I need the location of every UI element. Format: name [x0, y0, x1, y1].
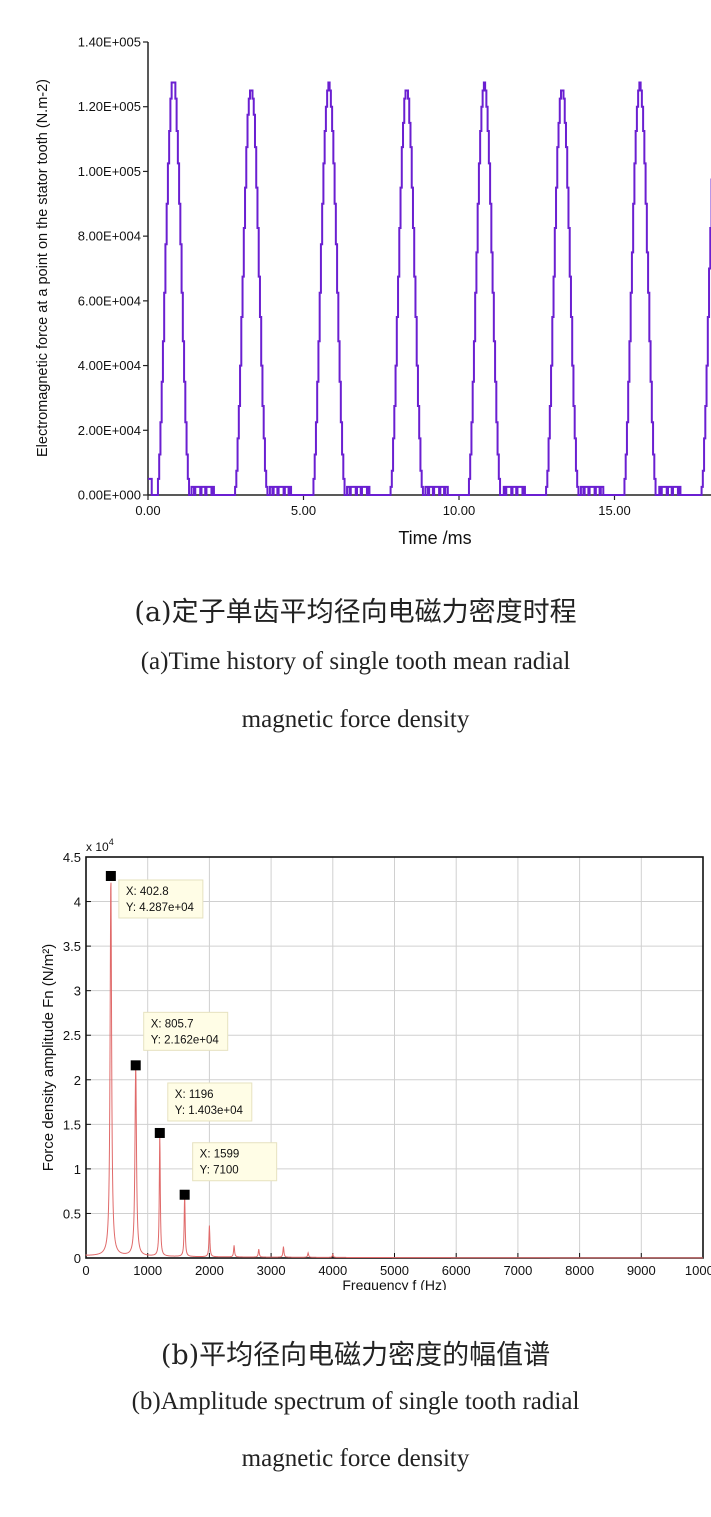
chart-a: 0.00E+000 2.00E+004 4.00E+004 6.00E+004 8.00… [0, 0, 711, 560]
x-tick-label: 6000 [442, 1263, 471, 1278]
y-tick-label: 1.40E+005 [78, 35, 141, 50]
datatip-marker [179, 1189, 190, 1200]
x-tick-label: 0.00 [135, 503, 160, 518]
caption-a-cn: (a)定子单齿平均径向电磁力密度时程 [134, 597, 577, 628]
y-tick-label: 2.5 [63, 1028, 81, 1043]
caption-b-en-line2: magnetic force density [241, 1445, 470, 1472]
datatip-background [143, 1011, 229, 1051]
y-tick-label: 1.00E+005 [78, 164, 141, 179]
y-tick-label: 2.00E+004 [78, 423, 141, 438]
datatip-x-label: X: 1599 [200, 1149, 240, 1161]
x-tick-label: 1000 [133, 1263, 162, 1278]
datatip-box: X: 402.8 Y: 4.287e+04 [118, 879, 204, 919]
datatip-x-label: X: 402.8 [126, 886, 169, 898]
y-tick-label: 4 [74, 895, 81, 910]
force-time-series [148, 81, 711, 496]
y-axis-label: Electromagnetic force at a point on the … [35, 79, 51, 457]
spectrum-series [85, 882, 703, 1259]
x-axis-label: Time /ms [398, 528, 471, 548]
x-tick-label: 15.00 [598, 503, 631, 518]
datatip-background [118, 879, 204, 919]
datatip-x-label: X: 1196 [175, 1089, 214, 1101]
y-tick-label: 3 [74, 984, 81, 999]
x-tick-label: 0 [82, 1263, 89, 1278]
datatip-marker [105, 870, 116, 881]
y-tick-label: 1.5 [63, 1117, 81, 1132]
y-tick-label: 0 [74, 1251, 81, 1266]
datatip-y-label: Y: 7100 [200, 1165, 239, 1177]
datatip-background [167, 1082, 253, 1122]
y-tick-label: 1.20E+005 [78, 99, 141, 114]
time-history-chart: 0.00E+000 2.00E+004 4.00E+004 6.00E+004 8.00… [35, 35, 711, 548]
caption-a-en-line2: magnetic force density [241, 706, 470, 733]
datatip-box: X: 805.7 Y: 2.162e+04 [143, 1011, 229, 1051]
amplitude-spectrum-chart: 0 1000 2000 3000 4000 5000 6000 7000 8000 9000 100… [40, 837, 711, 1290]
y-tick-label: 1 [74, 1162, 81, 1177]
y-tick-label: 8.00E+004 [78, 229, 141, 244]
y-tick-label: 4.00E+004 [78, 358, 141, 373]
y-tick-label: 2 [74, 1073, 81, 1088]
caption-b-cn: (b)平均径向电磁力密度的幅值谱 [160, 1340, 551, 1371]
x-tick-label: 5.00 [291, 503, 316, 518]
datatip-x-label: X: 805.7 [151, 1018, 194, 1030]
caption-b-en-line1: (b)Amplitude spectrum of single tooth ra… [131, 1388, 580, 1415]
chart-b: 0 1000 2000 3000 4000 5000 6000 7000 8000 9000 100… [0, 830, 711, 1290]
datatip-y-label: Y: 4.287e+04 [126, 902, 195, 914]
datatip-box: X: 1196 Y: 1.403e+04 [167, 1082, 253, 1122]
y-tick-label: 6.00E+004 [78, 293, 141, 308]
x-axis-label: Frequency f (Hz) [342, 1277, 446, 1290]
datatip-marker [130, 1060, 141, 1071]
y-tick-label: 3.5 [63, 939, 81, 954]
x-tick-label: 7000 [503, 1263, 532, 1278]
x-tick-label: 9000 [627, 1263, 656, 1278]
y-axis-label: Force density amplitude Fn (N/m²) [40, 944, 57, 1172]
x-tick-label: 5000 [380, 1263, 409, 1278]
y-multiplier-exponent: 4 [109, 837, 114, 847]
datatip-marker [154, 1127, 165, 1138]
caption-a-en-line1: (a)Time history of single tooth mean rad… [140, 648, 571, 675]
x-tick-label: 3000 [257, 1263, 286, 1278]
x-tick-label: 4000 [318, 1263, 347, 1278]
y-multiplier-base: x 10 [86, 840, 109, 854]
datatip-background [192, 1142, 278, 1182]
y-tick-label: 0.00E+000 [78, 488, 141, 503]
y-tick-label: 0.5 [63, 1206, 81, 1221]
datatip-box: X: 1599 Y: 7100 [192, 1142, 278, 1182]
datatip-y-label: Y: 1.403e+04 [175, 1105, 244, 1117]
datatip-y-label: Y: 2.162e+04 [151, 1034, 220, 1046]
x-tick-label: 8000 [565, 1263, 594, 1278]
x-tick-label: 10.00 [443, 503, 476, 518]
y-tick-label: 4.5 [63, 850, 81, 865]
y-multiplier-label: x 104 [86, 837, 114, 854]
x-tick-label: 2000 [195, 1263, 224, 1278]
